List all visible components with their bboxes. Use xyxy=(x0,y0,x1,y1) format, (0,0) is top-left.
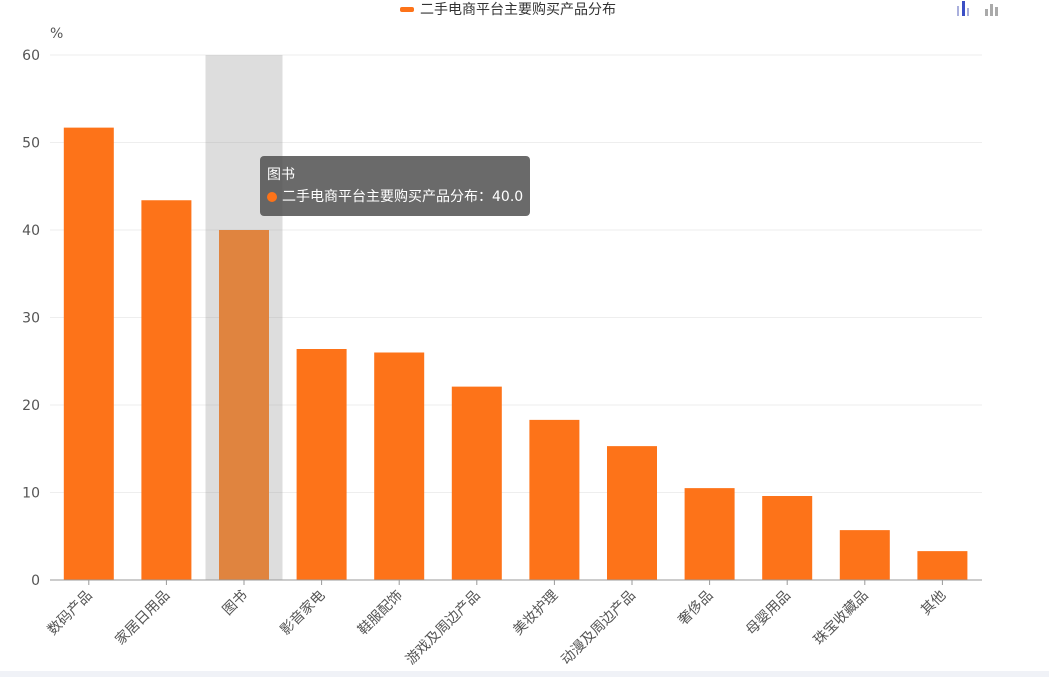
legend-label: 二手电商平台主要购买产品分布 xyxy=(420,2,616,18)
x-tick-label: 游戏及周边产品 xyxy=(403,588,484,669)
bar[interactable] xyxy=(607,446,657,580)
bar[interactable] xyxy=(529,419,580,580)
bar[interactable] xyxy=(141,200,192,580)
y-axis-unit: % xyxy=(50,26,64,42)
tooltip-series-label: 二手电商平台主要购买产品分布 xyxy=(282,189,478,205)
bar[interactable] xyxy=(917,551,968,580)
x-tick-label: 图书 xyxy=(220,588,251,619)
x-tick-label: 母婴用品 xyxy=(743,588,794,639)
tooltip-title: 图书 xyxy=(267,167,295,183)
x-tick-label: 奢侈品 xyxy=(675,588,716,629)
bar[interactable] xyxy=(762,496,813,580)
tooltip-value: 40.0 xyxy=(492,189,524,205)
bar[interactable] xyxy=(63,127,114,580)
bottom-strip xyxy=(0,671,1049,677)
y-axis: 0 10 20 30 40 50 60 xyxy=(22,48,40,589)
tooltip-marker-icon xyxy=(267,192,277,202)
bar-series[interactable] xyxy=(63,127,968,581)
y-tick-label: 20 xyxy=(22,398,40,414)
x-tick-label: 珠宝收藏品 xyxy=(811,588,872,649)
bar-chart-toggle-icon[interactable] xyxy=(955,0,973,18)
legend-swatch xyxy=(400,6,414,12)
stack-chart-toggle-icon[interactable] xyxy=(983,0,1001,18)
x-tick-label: 鞋服配饰 xyxy=(355,588,406,639)
y-tick-label: 50 xyxy=(22,136,40,152)
bar[interactable] xyxy=(451,386,502,580)
x-tick-label: 数码产品 xyxy=(45,588,96,639)
y-tick-label: 30 xyxy=(22,311,40,327)
x-tick-label: 影音家电 xyxy=(277,587,329,639)
tooltip-separator: ： xyxy=(478,189,492,205)
x-tick-label: 家居日用品 xyxy=(112,587,174,649)
tooltip: 图书 二手电商平台主要购买产品分布：40.0 xyxy=(260,156,531,216)
bar[interactable] xyxy=(296,349,347,580)
x-tick-label: 其他 xyxy=(918,588,949,619)
y-tick-label: 60 xyxy=(22,48,40,64)
bar[interactable] xyxy=(374,352,425,581)
y-tick-label: 10 xyxy=(22,486,40,502)
grid-lines xyxy=(50,54,982,493)
tooltip-row: 二手电商平台主要购买产品分布：40.0 xyxy=(267,186,523,208)
toolbox[interactable] xyxy=(955,0,1001,18)
y-tick-label: 0 xyxy=(31,573,40,589)
bar[interactable] xyxy=(684,488,735,580)
bar[interactable] xyxy=(219,230,269,580)
x-tick-label: 美妆护理 xyxy=(510,588,561,639)
x-tick-label: 动漫及周边产品 xyxy=(558,588,639,669)
legend[interactable]: 二手电商平台主要购买产品分布 xyxy=(400,0,616,18)
bar[interactable] xyxy=(839,530,890,580)
y-tick-label: 40 xyxy=(22,223,40,239)
